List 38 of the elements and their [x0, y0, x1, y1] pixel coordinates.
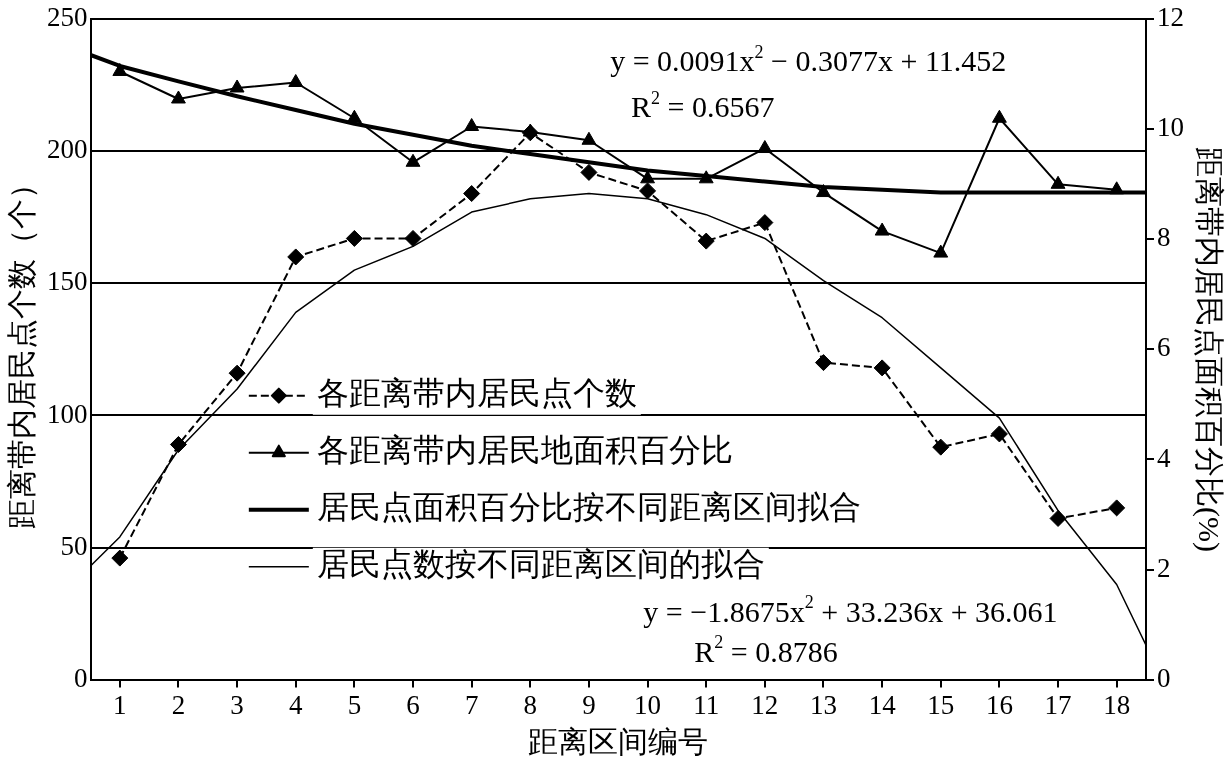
x-tick-label: 13: [809, 689, 837, 720]
y-tick-label: 100: [47, 398, 88, 429]
x-tick-label: 16: [985, 689, 1013, 720]
y-tick-label: 250: [47, 2, 88, 33]
y2-tick-label: 0: [1157, 662, 1171, 693]
legend-label: 居民点面积百分比按不同距离区间拟合: [316, 489, 861, 526]
y2-tick-label: 4: [1157, 442, 1171, 473]
x-tick-label: 2: [171, 689, 186, 720]
legend-label: 各距离带内居民地面积百分比: [316, 432, 733, 469]
x-tick-label: 5: [347, 689, 362, 720]
x-tick-label: 18: [1103, 689, 1131, 720]
y2-tick-label: 12: [1157, 2, 1184, 33]
y-tick-label: 50: [60, 530, 88, 561]
y2-axis-title: 距离带内居民点面积百分比(%): [1192, 146, 1227, 552]
y-tick-label: 150: [47, 266, 88, 297]
x-tick-label: 15: [927, 689, 955, 720]
x-tick-label: 8: [523, 689, 538, 720]
y2-tick-label: 6: [1157, 332, 1171, 363]
legend-label: 居民点数按不同距离区间的拟合: [316, 546, 765, 583]
y-tick-label: 0: [74, 662, 88, 693]
x-tick-label: 17: [1044, 689, 1072, 720]
x-tick-label: 14: [868, 689, 897, 720]
y2-tick-label: 2: [1157, 552, 1171, 583]
y2-tick-label: 8: [1157, 222, 1171, 253]
x-tick-label: 4: [288, 689, 303, 720]
x-tick-label: 9: [582, 689, 596, 720]
y-axis-title: 距离带内居民点个数（个）: [4, 169, 38, 530]
legend-label: 各距离带内居民点个数: [316, 375, 637, 412]
x-tick-label: 1: [113, 689, 127, 720]
x-tick-label: 11: [693, 689, 720, 720]
x-tick-label: 10: [634, 689, 662, 720]
x-tick-label: 6: [406, 689, 420, 720]
x-tick-label: 12: [751, 689, 779, 720]
y2-tick-label: 10: [1157, 112, 1184, 143]
x-tick-label: 7: [464, 689, 479, 720]
x-tick-label: 3: [230, 689, 244, 720]
x-axis-title: 距离区间编号: [528, 724, 709, 758]
y-tick-label: 200: [47, 134, 88, 165]
